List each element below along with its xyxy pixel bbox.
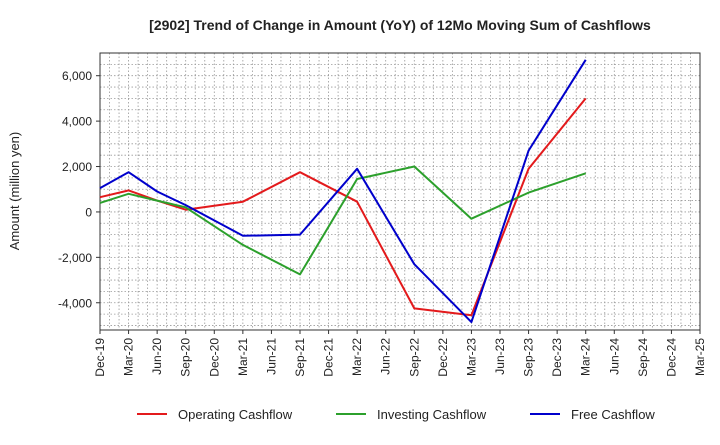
x-tick-label: Dec-23: [550, 338, 564, 377]
legend-label: Investing Cashflow: [377, 407, 487, 422]
chart-title: [2902] Trend of Change in Amount (YoY) o…: [149, 17, 651, 33]
y-tick-label: -4,000: [58, 296, 92, 310]
x-tick-label: Sep-20: [179, 338, 193, 377]
x-tick-label: Jun-22: [379, 338, 393, 375]
x-tick-label: Sep-24: [636, 338, 650, 377]
y-axis-label: Amount (million yen): [7, 132, 22, 251]
x-tick-label: Mar-24: [579, 338, 593, 376]
x-tick-label: Sep-22: [407, 338, 421, 377]
grid-layer: [100, 53, 700, 330]
y-tick-label: 2,000: [62, 160, 92, 174]
legend-item: Investing Cashflow: [336, 407, 487, 422]
x-tick-label: Dec-24: [664, 338, 678, 377]
x-tick-label: Mar-25: [693, 338, 707, 376]
legend-item: Operating Cashflow: [137, 407, 293, 422]
axes-layer: [99, 52, 701, 331]
x-tick-label: Mar-23: [464, 338, 478, 376]
x-tick-label: Jun-23: [493, 338, 507, 375]
y-tick-label: 6,000: [62, 69, 92, 83]
x-tick-label: Dec-20: [207, 338, 221, 377]
y-tick-label: 4,000: [62, 115, 92, 129]
series-line-investing-cashflow: [99, 165, 587, 276]
ticks-layer: -4,000 -2,000 0 2,000 4,000 6,000 Dec-19 Mar-20…: [58, 69, 707, 376]
y-tick-label: 0: [85, 205, 92, 219]
legend-item: Free Cashflow: [530, 407, 655, 422]
y-tick-label: -2,000: [58, 251, 92, 265]
x-tick-label: Jun-24: [607, 338, 621, 375]
x-tick-label: Jun-20: [150, 338, 164, 375]
x-tick-label: Dec-19: [93, 338, 107, 377]
plot-frame: [99, 52, 701, 331]
plot-area: [100, 53, 700, 330]
x-tick-label: Sep-23: [522, 338, 536, 377]
x-tick-label: Sep-21: [293, 338, 307, 377]
legend: Operating Cashflow Investing Cashflow Free…: [137, 407, 655, 422]
x-tick-label: Mar-22: [350, 338, 364, 376]
x-tick-label: Jun-21: [264, 338, 278, 375]
series-layer: [99, 59, 587, 324]
x-tick-label: Dec-21: [322, 338, 336, 377]
legend-label: Free Cashflow: [571, 407, 655, 422]
x-tick-label: Dec-22: [436, 338, 450, 377]
x-tick-label: Mar-21: [236, 338, 250, 376]
legend-label: Operating Cashflow: [178, 407, 293, 422]
series-line-free-cashflow: [99, 59, 587, 324]
x-tick-label: Mar-20: [122, 338, 136, 376]
